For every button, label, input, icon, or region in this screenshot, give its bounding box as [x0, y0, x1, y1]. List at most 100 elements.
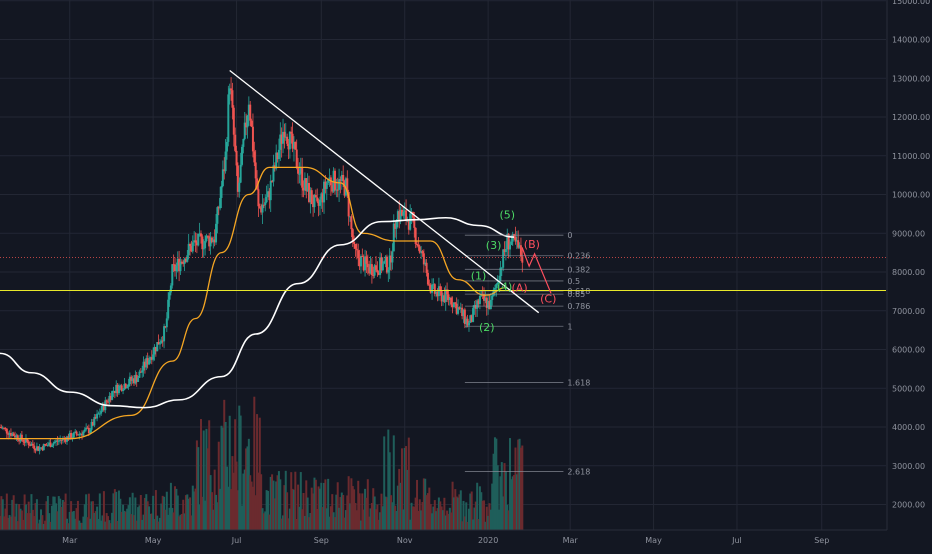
volume-bar — [227, 486, 230, 530]
volume-bar — [339, 497, 342, 530]
volume-bar — [487, 515, 490, 530]
candle-body — [398, 211, 401, 221]
volume-bar — [384, 496, 387, 530]
candle-body — [123, 383, 126, 390]
volume-bar — [127, 505, 130, 530]
candle-body — [443, 295, 446, 302]
trendline-line[interactable] — [229, 69, 540, 314]
volume-bar — [165, 491, 168, 530]
volume-bar — [474, 501, 477, 530]
volume-bar — [361, 493, 364, 530]
volume-bar — [251, 486, 254, 530]
candle-body — [309, 190, 312, 202]
volume-bar — [213, 469, 216, 530]
volume-bar — [469, 493, 472, 530]
candle-body — [235, 150, 238, 166]
projection-zigzag[interactable] — [521, 247, 552, 294]
candle-body — [139, 371, 142, 373]
candle-body — [93, 417, 96, 426]
volume-bar — [351, 486, 354, 530]
candle-body — [56, 440, 59, 442]
candle-body — [156, 342, 159, 352]
candle-body — [370, 264, 373, 276]
candle-body — [64, 438, 67, 442]
candle-body — [160, 340, 163, 344]
candle-body — [124, 383, 127, 389]
candle-body — [465, 318, 468, 325]
volume-bar — [205, 428, 208, 530]
candle-body — [231, 90, 234, 108]
price-tick-label: 9000.00 — [892, 229, 925, 238]
candle-body — [14, 435, 17, 438]
candle-body — [205, 235, 208, 242]
volume-bar — [292, 489, 295, 530]
candle-body — [44, 444, 47, 446]
candle-body — [327, 179, 330, 183]
time-tick-label: May — [645, 536, 662, 545]
candle-body — [16, 435, 19, 440]
volume-bar — [76, 500, 79, 530]
volume-bar — [152, 495, 155, 530]
candle-body — [362, 256, 365, 271]
time-axis[interactable]: Mar May Jul Sep Nov 2020 Mar May Jul Sep — [0, 529, 887, 545]
candle-body — [484, 297, 487, 301]
volume-bar — [452, 497, 455, 530]
candle-body — [302, 187, 305, 191]
volume-bar — [81, 522, 84, 530]
volume-bar — [379, 512, 382, 530]
price-axis[interactable]: 2000.00 3000.00 4000.00 5000.00 6000.00 7000.… — [886, 0, 932, 550]
candle-body — [7, 433, 10, 435]
volume-bar — [492, 453, 495, 530]
candle-body — [333, 170, 336, 191]
volume-bar — [454, 489, 457, 530]
volume-bar — [320, 482, 323, 530]
volume-bar — [346, 495, 349, 530]
candle-body — [287, 143, 290, 150]
volume-bar — [316, 508, 319, 530]
volume-bar — [294, 471, 297, 530]
candle-body — [132, 378, 135, 384]
candle-body — [195, 242, 198, 246]
volume-bar — [33, 516, 36, 530]
candle-body — [517, 240, 520, 248]
candle-body — [457, 307, 460, 314]
volume-bar — [336, 482, 339, 530]
candle-body — [295, 149, 298, 168]
candle-body — [474, 304, 477, 309]
candle-body — [253, 151, 256, 163]
candle-body — [60, 439, 63, 441]
volume-bar — [273, 498, 276, 530]
volume-bar — [146, 501, 149, 530]
candle-body — [175, 265, 178, 272]
volume-bar — [59, 498, 62, 530]
candle-body — [224, 151, 227, 172]
candle-body — [41, 447, 44, 451]
projection-path[interactable] — [521, 247, 552, 294]
volume-bar — [27, 501, 30, 530]
volume-bar — [343, 517, 346, 530]
fib-level-label: 0 — [567, 231, 572, 240]
candle-body — [292, 141, 295, 149]
candle-body — [138, 371, 141, 378]
volume-bar — [48, 513, 51, 530]
candle-body — [210, 237, 213, 243]
volume-bar — [209, 475, 212, 530]
candle-body — [491, 295, 494, 300]
candle-body — [347, 191, 350, 217]
candle-body — [108, 395, 111, 402]
volume-bar — [53, 496, 56, 530]
volume-bar — [405, 446, 408, 530]
time-tick-label: Mar — [62, 536, 78, 545]
volume-bar — [82, 516, 85, 530]
candle-body — [116, 384, 119, 394]
candle-body — [4, 427, 7, 429]
candle-body — [272, 165, 275, 182]
volume-bar — [279, 479, 282, 530]
trendline[interactable] — [229, 69, 540, 314]
volume-bar — [189, 497, 192, 530]
candle-body — [40, 447, 43, 449]
volume-bar — [208, 420, 211, 530]
volume-bar — [328, 516, 331, 530]
